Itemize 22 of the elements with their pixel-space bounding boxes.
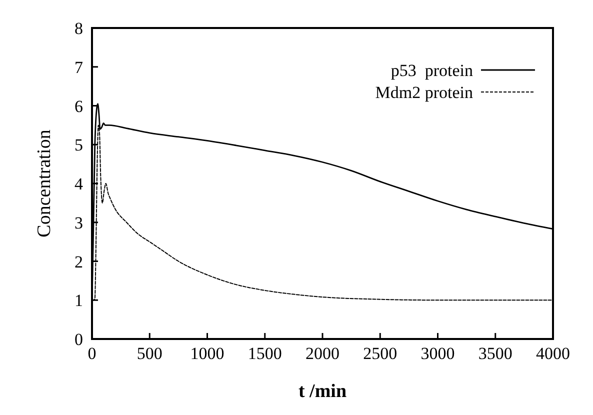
legend-label: Mdm2 protein (375, 83, 474, 102)
x-tick-label: 500 (136, 344, 162, 363)
x-tick-label: 1500 (248, 344, 282, 363)
x-tick-label: 4000 (536, 344, 570, 363)
x-axis-title: t /min (298, 381, 347, 402)
y-tick-label: 1 (74, 291, 83, 310)
x-tick-label: 1000 (190, 344, 224, 363)
y-tick-label: 7 (74, 58, 84, 77)
x-tick-label: 3000 (420, 344, 455, 363)
y-tick-label: 0 (74, 330, 83, 349)
y-tick-label: 5 (74, 136, 83, 155)
x-tick-label: 2000 (306, 344, 340, 363)
y-tick-label: 2 (74, 252, 83, 272)
y-tick-label: 8 (74, 19, 83, 38)
x-tick-label: 2500 (363, 344, 398, 363)
legend-label: p53 protein (390, 61, 474, 80)
y-axis-title: Concentration (34, 129, 55, 238)
x-tick-label: 3500 (478, 344, 512, 363)
x-tick-label: 0 (88, 344, 96, 363)
y-tick-label: 6 (74, 96, 83, 116)
y-tick-label: 3 (74, 213, 83, 232)
y-tick-label: 4 (74, 174, 84, 194)
